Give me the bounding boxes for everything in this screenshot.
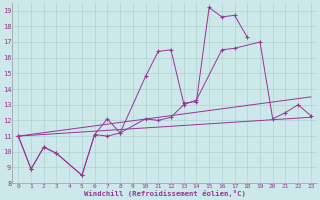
X-axis label: Windchill (Refroidissement éolien,°C): Windchill (Refroidissement éolien,°C): [84, 190, 245, 197]
